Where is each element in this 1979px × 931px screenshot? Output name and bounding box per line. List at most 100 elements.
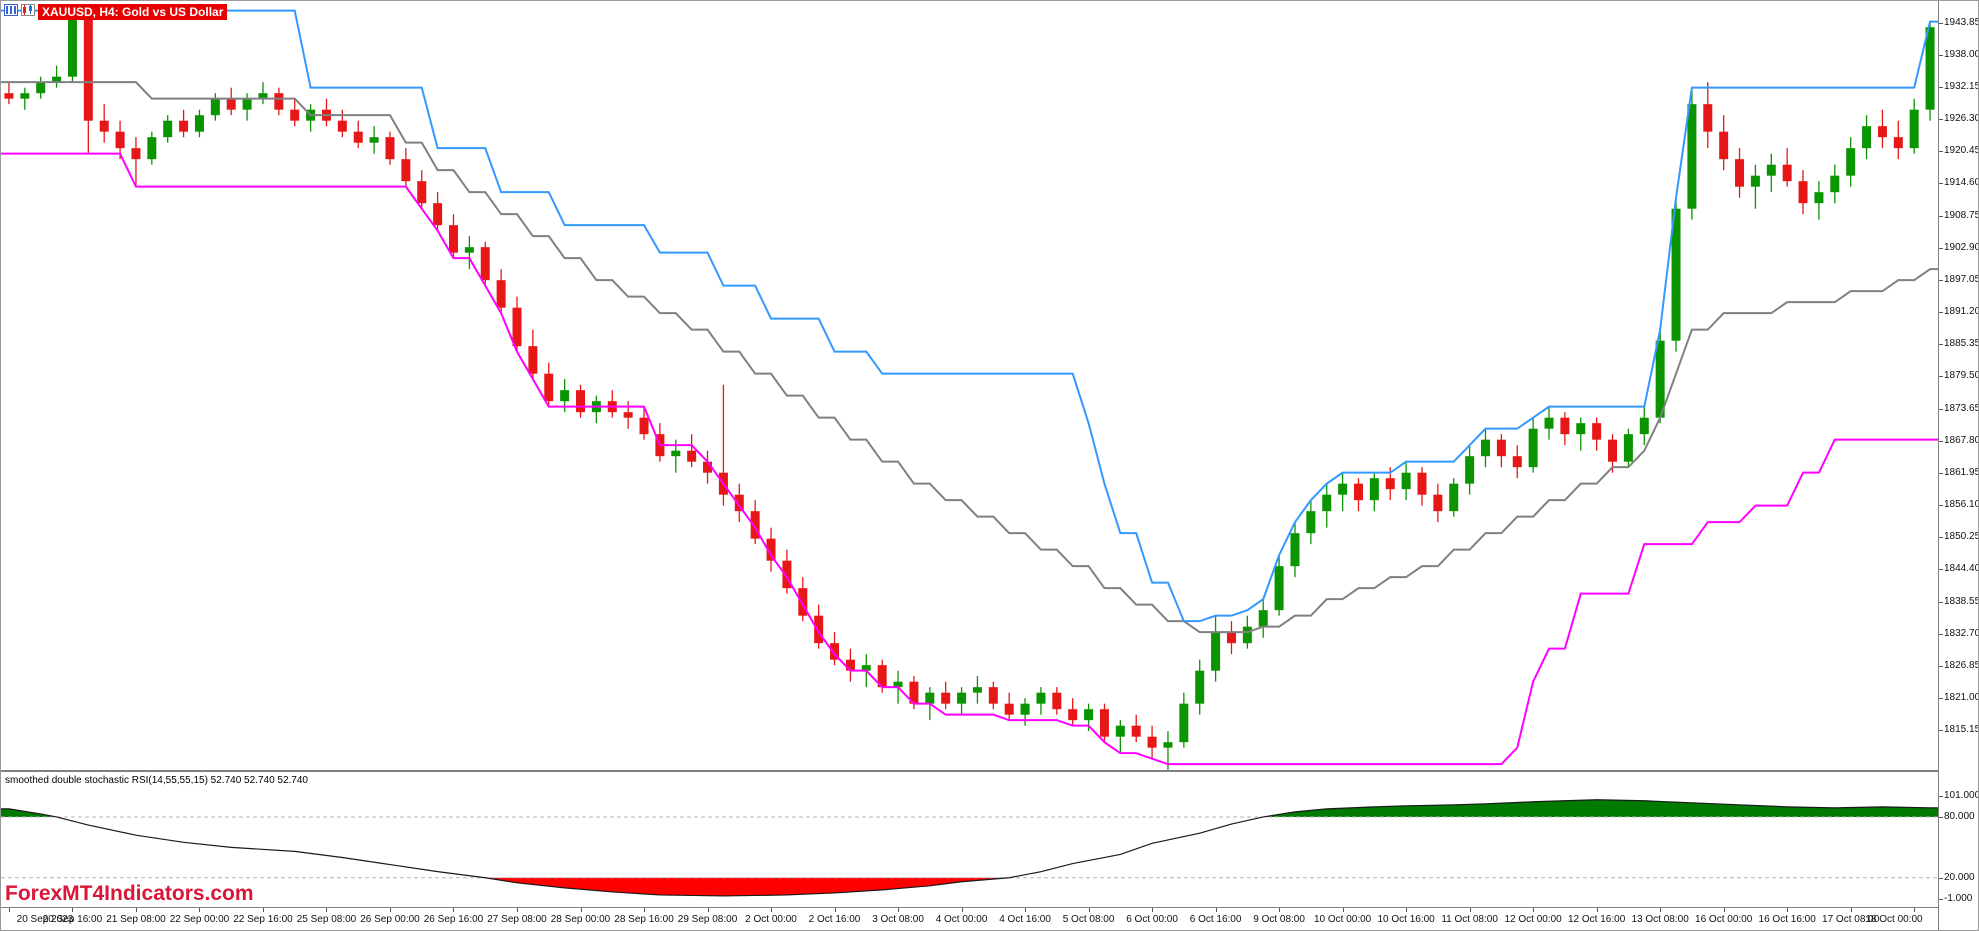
price-tick bbox=[1939, 698, 1943, 699]
price-tick bbox=[1939, 216, 1943, 217]
price-axis-label: 20.000 bbox=[1944, 872, 1975, 883]
time-axis-label: 20 Sep 16:00 bbox=[42, 914, 103, 925]
time-tick bbox=[1343, 908, 1344, 912]
channel-lower-line bbox=[1, 152, 1938, 766]
time-axis-label: 20 Sep 2023 bbox=[16, 914, 74, 925]
price-axis-label: 1938.00 bbox=[1944, 49, 1979, 60]
price-tick bbox=[1939, 280, 1943, 281]
price-axis-label: 1943.85 bbox=[1944, 17, 1979, 28]
time-tick bbox=[72, 908, 73, 912]
time-tick bbox=[199, 908, 200, 912]
price-axis-label: 1832.70 bbox=[1944, 628, 1979, 639]
price-axis-label: 1873.65 bbox=[1944, 403, 1979, 414]
time-tick bbox=[1089, 908, 1090, 912]
time-tick bbox=[708, 908, 709, 912]
time-axis-label: 27 Sep 08:00 bbox=[487, 914, 547, 925]
channel-middle-line bbox=[1, 81, 1938, 634]
price-tick bbox=[1939, 55, 1943, 56]
time-tick bbox=[136, 908, 137, 912]
time-axis-label: 12 Oct 00:00 bbox=[1504, 914, 1562, 925]
time-tick bbox=[1025, 908, 1026, 912]
price-tick bbox=[1939, 602, 1943, 603]
price-tick bbox=[1939, 666, 1943, 667]
time-axis-label: 25 Sep 08:00 bbox=[296, 914, 357, 925]
time-axis-label: 11 Oct 08:00 bbox=[1441, 914, 1498, 925]
time-tick bbox=[1406, 908, 1407, 912]
time-tick bbox=[581, 908, 582, 912]
indicator-chart-canvas[interactable] bbox=[1, 772, 1938, 907]
time-axis-label: 22 Sep 16:00 bbox=[233, 914, 293, 925]
price-axis-label: 1891.20 bbox=[1944, 306, 1979, 317]
price-tick bbox=[1939, 473, 1943, 474]
oversold-fill bbox=[485, 877, 1010, 896]
price-axis-label: 101.000 bbox=[1944, 790, 1979, 801]
bar-chart-icon bbox=[4, 3, 18, 21]
time-axis-label: 26 Sep 00:00 bbox=[360, 914, 420, 925]
price-axis-label: 1932.15 bbox=[1944, 81, 1979, 92]
time-tick bbox=[962, 908, 963, 912]
time-axis-label: 17 Oct 08:00 bbox=[1822, 914, 1880, 925]
time-tick bbox=[644, 908, 645, 912]
time-tick bbox=[263, 908, 264, 912]
price-tick bbox=[1939, 376, 1943, 377]
time-tick bbox=[898, 908, 899, 912]
time-tick bbox=[1597, 908, 1598, 912]
time-axis-label: 2 Oct 16:00 bbox=[808, 914, 861, 925]
time-tick bbox=[1787, 908, 1788, 912]
time-axis-label: 29 Sep 08:00 bbox=[677, 914, 738, 925]
price-axis[interactable]: 1943.85 1938.00 1932.15 1926.30 1920.45 1914.… bbox=[1939, 1, 1979, 930]
time-axis-label: 4 Oct 00:00 bbox=[935, 914, 988, 925]
price-tick bbox=[1939, 344, 1943, 345]
price-axis-label: 1867.80 bbox=[1944, 435, 1979, 446]
price-tick bbox=[1939, 441, 1943, 442]
price-tick bbox=[1939, 248, 1943, 249]
indicator-window-separator[interactable] bbox=[1, 770, 1978, 772]
price-tick bbox=[1939, 569, 1943, 570]
chart-title: XAUUSD, H4: Gold vs US Dollar bbox=[38, 4, 228, 20]
time-tick bbox=[9, 908, 10, 912]
price-axis-label: -1.000 bbox=[1944, 893, 1973, 904]
time-axis-separator bbox=[1, 907, 1978, 908]
time-axis-label: 18 Oct 00:00 bbox=[1865, 914, 1923, 925]
price-axis-label: 1826.85 bbox=[1944, 660, 1979, 671]
time-tick bbox=[390, 908, 391, 912]
time-tick bbox=[326, 908, 327, 912]
time-axis-label: 9 Oct 08:00 bbox=[1253, 914, 1305, 925]
price-axis-label: 1844.40 bbox=[1944, 563, 1979, 574]
price-axis-label: 1885.35 bbox=[1944, 338, 1979, 349]
indicator-title: smoothed double stochastic RSI(14,55,55,… bbox=[5, 775, 308, 786]
time-tick bbox=[1279, 908, 1280, 912]
price-tick bbox=[1939, 817, 1943, 818]
price-axis-label: 1838.55 bbox=[1944, 596, 1979, 607]
stochastic-rsi-line bbox=[1, 799, 1938, 897]
channel-upper-line bbox=[1, 9, 1938, 623]
candlestick-icon bbox=[21, 3, 35, 21]
price-axis-label: 1815.15 bbox=[1944, 724, 1979, 735]
chart-header: XAUUSD, H4: Gold vs US Dollar bbox=[4, 3, 228, 21]
time-axis[interactable]: 20 Sep 2023 20 Sep 16:00 21 Sep 08:00 22 Se… bbox=[1, 908, 1938, 930]
price-tick bbox=[1939, 796, 1943, 797]
price-tick bbox=[1939, 151, 1943, 152]
time-axis-label: 10 Oct 16:00 bbox=[1377, 914, 1435, 925]
time-axis-label: 4 Oct 16:00 bbox=[999, 914, 1051, 925]
price-axis-label: 1920.45 bbox=[1944, 145, 1979, 156]
time-tick bbox=[1470, 908, 1471, 912]
time-axis-label: 12 Oct 16:00 bbox=[1568, 914, 1626, 925]
time-axis-label: 16 Oct 00:00 bbox=[1695, 914, 1753, 925]
price-axis-label: 1897.05 bbox=[1944, 274, 1979, 285]
price-tick bbox=[1939, 730, 1943, 731]
price-axis-label: 1821.00 bbox=[1944, 692, 1979, 703]
price-tick bbox=[1939, 23, 1943, 24]
time-axis-label: 26 Sep 16:00 bbox=[423, 914, 484, 925]
time-tick bbox=[1216, 908, 1217, 912]
time-axis-label: 10 Oct 00:00 bbox=[1313, 914, 1372, 925]
price-tick bbox=[1939, 183, 1943, 184]
main-chart-canvas[interactable] bbox=[1, 1, 1938, 770]
price-tick bbox=[1939, 899, 1943, 900]
time-axis-label: 28 Sep 16:00 bbox=[614, 914, 674, 925]
time-tick bbox=[1914, 908, 1915, 912]
price-tick bbox=[1939, 409, 1943, 410]
time-tick bbox=[1660, 908, 1661, 912]
watermark: ForexMT4Indicators.com bbox=[5, 882, 254, 905]
